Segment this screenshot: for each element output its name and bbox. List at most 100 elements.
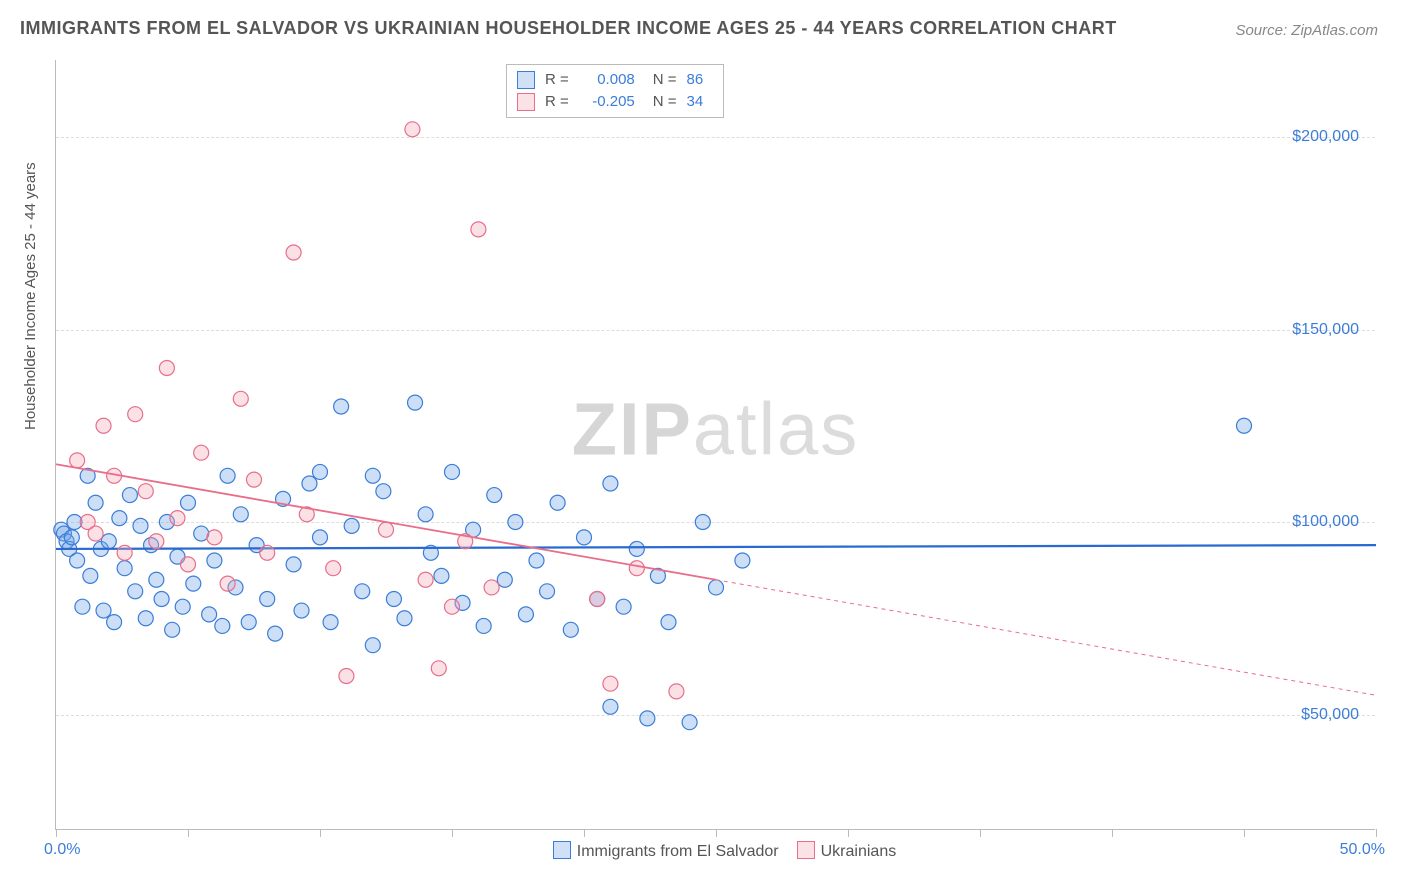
data-point <box>175 599 190 614</box>
data-point <box>529 553 544 568</box>
data-point <box>334 399 349 414</box>
data-point <box>669 684 684 699</box>
legend-row: R =-0.205N =34 <box>517 91 713 113</box>
data-point <box>64 530 79 545</box>
data-point <box>186 576 201 591</box>
data-point <box>518 607 533 622</box>
data-point <box>603 699 618 714</box>
data-point <box>550 495 565 510</box>
legend-n-label: N = <box>653 69 677 91</box>
data-point <box>590 592 605 607</box>
data-point <box>313 530 328 545</box>
data-point <box>128 407 143 422</box>
x-tick <box>1112 829 1113 837</box>
legend-r-value: -0.205 <box>579 91 635 113</box>
data-point <box>471 222 486 237</box>
data-point <box>215 618 230 633</box>
data-point <box>508 515 523 530</box>
data-point <box>112 511 127 526</box>
scatter-svg <box>56 60 1375 829</box>
data-point <box>497 572 512 587</box>
y-axis-label: Householder Income Ages 25 - 44 years <box>22 162 39 430</box>
chart-title: IMMIGRANTS FROM EL SALVADOR VS UKRAINIAN… <box>20 18 1117 39</box>
data-point <box>133 518 148 533</box>
data-point <box>431 661 446 676</box>
data-point <box>695 515 710 530</box>
data-point <box>233 507 248 522</box>
data-point <box>207 530 222 545</box>
x-tick <box>716 829 717 837</box>
plot-area: ZIPatlas $50,000$100,000$150,000$200,000… <box>55 60 1375 830</box>
x-tick <box>1376 829 1377 837</box>
data-point <box>640 711 655 726</box>
legend-n-value: 86 <box>687 69 713 91</box>
x-tick <box>188 829 189 837</box>
data-point <box>445 464 460 479</box>
data-point <box>376 484 391 499</box>
data-point <box>418 507 433 522</box>
data-point <box>117 561 132 576</box>
data-point <box>434 568 449 583</box>
data-point <box>207 553 222 568</box>
data-point <box>170 511 185 526</box>
data-point <box>70 453 85 468</box>
data-point <box>365 468 380 483</box>
data-point <box>577 530 592 545</box>
x-tick <box>1244 829 1245 837</box>
legend-row: R =0.008N =86 <box>517 69 713 91</box>
data-point <box>323 615 338 630</box>
x-tick <box>848 829 849 837</box>
data-point <box>603 676 618 691</box>
data-point <box>138 611 153 626</box>
data-point <box>83 568 98 583</box>
data-point <box>418 572 433 587</box>
data-point <box>220 468 235 483</box>
x-tick <box>452 829 453 837</box>
legend-swatch <box>553 841 571 859</box>
data-point <box>540 584 555 599</box>
data-point <box>445 599 460 614</box>
data-point <box>128 584 143 599</box>
data-point <box>616 599 631 614</box>
data-point <box>107 615 122 630</box>
data-point <box>629 541 644 556</box>
data-point <box>476 618 491 633</box>
data-point <box>661 615 676 630</box>
data-point <box>96 418 111 433</box>
legend-swatch <box>517 93 535 111</box>
data-point <box>302 476 317 491</box>
data-point <box>339 669 354 684</box>
source-label: Source: ZipAtlas.com <box>1235 22 1378 39</box>
data-point <box>233 391 248 406</box>
data-point <box>563 622 578 637</box>
legend-swatch <box>797 841 815 859</box>
data-point <box>408 395 423 410</box>
data-point <box>313 464 328 479</box>
legend-swatch <box>517 71 535 89</box>
legend-r-label: R = <box>545 91 569 113</box>
data-point <box>379 522 394 537</box>
data-point <box>149 572 164 587</box>
x-tick <box>980 829 981 837</box>
data-point <box>344 518 359 533</box>
data-point <box>286 245 301 260</box>
data-point <box>194 445 209 460</box>
data-point <box>70 553 85 568</box>
series-legend: Immigrants from El SalvadorUkrainians <box>56 841 1375 861</box>
legend-label: Immigrants from El Salvador <box>577 843 779 860</box>
data-point <box>1237 418 1252 433</box>
data-point <box>138 484 153 499</box>
x-tick <box>584 829 585 837</box>
data-point <box>603 476 618 491</box>
data-point <box>220 576 235 591</box>
data-point <box>181 557 196 572</box>
data-point <box>181 495 196 510</box>
data-point <box>484 580 499 595</box>
data-point <box>294 603 309 618</box>
correlation-legend: R =0.008N =86R =-0.205N =34 <box>506 64 724 118</box>
data-point <box>159 361 174 376</box>
data-point <box>75 599 90 614</box>
data-point <box>165 622 180 637</box>
data-point <box>117 545 132 560</box>
data-point <box>286 557 301 572</box>
